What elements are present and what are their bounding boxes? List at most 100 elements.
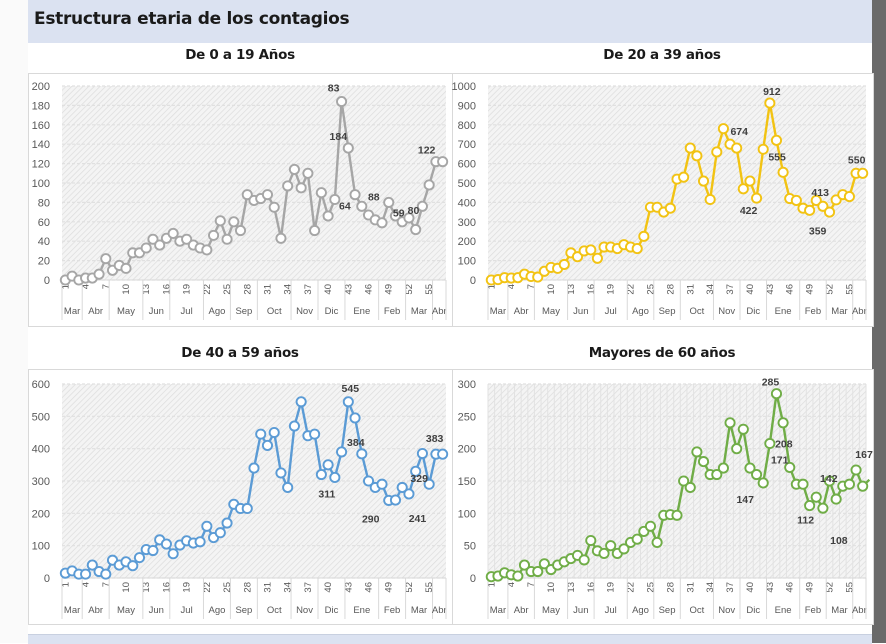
x-week-tick-label: 25 [645, 582, 656, 593]
y-tick-label: 0 [470, 573, 476, 585]
data-label: 550 [848, 154, 866, 166]
data-point [295, 182, 307, 194]
data-point [127, 560, 139, 572]
y-tick-label: 50 [464, 541, 476, 553]
y-tick-label: 400 [32, 444, 50, 456]
x-week-tick-label: 37 [303, 582, 314, 593]
data-point [644, 520, 657, 532]
y-tick-label: 300 [458, 217, 476, 229]
data-point [255, 428, 267, 440]
x-week-tick-label: 31 [685, 582, 696, 593]
y-tick-label: 0 [44, 573, 50, 585]
x-week-tick-label: 25 [222, 284, 233, 295]
data-point [830, 493, 842, 505]
x-month-label: Abr [514, 605, 529, 616]
data-label: 167 [855, 449, 873, 461]
x-week-tick-label: 40 [745, 284, 756, 295]
data-label: 384 [347, 437, 365, 449]
data-point [309, 428, 321, 440]
x-month-label: Abr [432, 306, 447, 317]
data-point [764, 437, 776, 450]
data-point [329, 471, 341, 483]
data-point [691, 446, 703, 458]
x-month-label: Sep [659, 306, 676, 317]
data-point [777, 166, 789, 178]
x-week-tick-label: 7 [101, 284, 112, 289]
data-point [241, 502, 253, 515]
x-month-label: Jun [573, 306, 588, 317]
data-label: 674 [730, 126, 748, 138]
x-week-tick-label: 22 [626, 284, 637, 295]
x-month-label: Jul [605, 306, 617, 317]
data-point [261, 189, 274, 201]
x-month-label: Ago [208, 306, 225, 317]
data-label: 311 [318, 488, 335, 500]
y-tick-label: 600 [32, 379, 50, 391]
x-week-tick-label: 7 [101, 582, 112, 587]
data-point [356, 200, 368, 212]
data-point [295, 396, 307, 408]
x-month-label: Nov [296, 306, 313, 317]
x-month-label: Abr [88, 605, 103, 616]
data-point [751, 192, 763, 204]
data-point [201, 244, 213, 256]
y-tick-label: 120 [32, 159, 50, 171]
data-point [322, 459, 334, 471]
y-tick-label: 100 [458, 256, 476, 268]
data-label: 555 [768, 151, 786, 163]
data-point [823, 206, 836, 218]
data-point [704, 193, 716, 206]
y-tick-label: 60 [38, 217, 50, 229]
x-week-tick-label: 55 [844, 582, 855, 593]
x-week-tick-label: 46 [364, 284, 375, 295]
data-label: 422 [740, 205, 758, 217]
y-tick-label: 200 [458, 444, 476, 456]
data-label: 59 [393, 207, 405, 219]
x-week-tick-label: 49 [384, 284, 395, 295]
data-point [416, 200, 428, 212]
data-point [585, 244, 597, 256]
data-point [638, 230, 650, 242]
x-month-label: Mar [64, 605, 80, 616]
data-label: 64 [339, 200, 351, 212]
x-month-label: Abr [88, 306, 103, 317]
x-week-tick-label: 40 [323, 582, 334, 593]
x-month-label: May [117, 605, 135, 616]
data-point [697, 175, 710, 187]
x-week-tick-label: 49 [805, 582, 816, 593]
data-point [376, 478, 388, 490]
x-month-label: Mar [490, 306, 506, 317]
x-month-label: Dic [325, 605, 339, 616]
data-point [770, 388, 783, 400]
x-week-tick-label: 25 [645, 284, 656, 295]
y-tick-label: 0 [44, 275, 50, 287]
header-band [28, 0, 872, 43]
x-week-tick-label: 28 [665, 284, 676, 295]
y-tick-label: 160 [32, 120, 50, 132]
data-point [843, 191, 855, 203]
x-month-label: May [542, 605, 560, 616]
data-label: 80 [408, 205, 420, 217]
data-point [538, 558, 550, 570]
x-month-label: Abr [852, 605, 867, 616]
x-week-tick-label: 19 [606, 284, 617, 295]
data-point [764, 97, 776, 109]
data-point [154, 239, 166, 251]
scrollbar[interactable] [872, 0, 886, 643]
x-month-label: Jul [605, 605, 617, 616]
x-month-label: Feb [384, 306, 400, 317]
x-month-label: Dic [746, 306, 760, 317]
x-week-tick-label: 1 [60, 284, 71, 289]
data-point [717, 462, 729, 474]
data-point [221, 233, 233, 245]
x-month-label: Nov [718, 306, 735, 317]
data-point [133, 552, 146, 564]
data-point [664, 202, 676, 214]
data-point [208, 229, 220, 241]
data-point [160, 538, 172, 550]
x-month-label: Ago [632, 306, 649, 317]
data-point [651, 536, 663, 548]
data-label: 329 [410, 473, 428, 485]
data-point [268, 426, 280, 439]
